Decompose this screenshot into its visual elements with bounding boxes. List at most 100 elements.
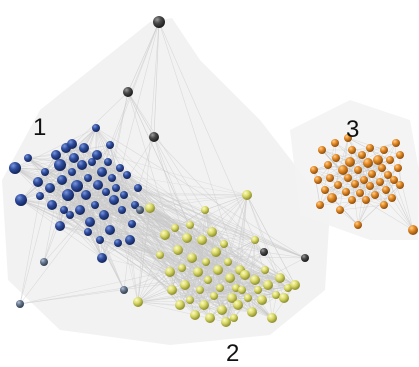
cluster-2-node: [210, 292, 218, 300]
edge: [171, 227, 176, 291]
edge: [126, 174, 223, 311]
edge: [87, 231, 188, 239]
cluster-1-node: [24, 154, 32, 162]
edge: [109, 21, 160, 146]
cluster-1-node: [112, 184, 120, 192]
edge: [14, 167, 191, 301]
edge: [126, 174, 241, 271]
edge: [37, 181, 188, 239]
edge: [158, 21, 253, 313]
cluster-2-node: [160, 230, 170, 240]
cluster-3-node: [373, 155, 383, 165]
cluster-3-node: [351, 180, 359, 188]
cluster-2-node: [238, 286, 246, 294]
edge: [137, 187, 306, 259]
cluster-3-node: [314, 176, 322, 184]
cluster-2-node: [196, 286, 204, 294]
edge: [20, 199, 191, 301]
cluster-2-node: [272, 291, 280, 299]
edge: [246, 194, 281, 279]
edge: [49, 187, 241, 271]
cluster-2-node: [230, 314, 238, 322]
cluster-label-3: 3: [346, 116, 360, 143]
cluster-2-node: [220, 240, 228, 248]
cluster-2-node: [145, 203, 155, 213]
edge: [20, 199, 233, 299]
bridge-node: [260, 248, 268, 256]
cluster-1-node: [99, 210, 109, 220]
cluster-1-node: [96, 236, 104, 244]
edge: [99, 239, 269, 286]
edge: [149, 207, 166, 236]
edge: [85, 194, 253, 313]
cluster-3-node: [326, 174, 334, 182]
edge: [179, 295, 215, 306]
cluster-3-node: [396, 151, 404, 159]
cluster-3-node: [376, 178, 384, 186]
cluster-2-node: [242, 190, 252, 200]
cluster-2-node: [224, 258, 232, 266]
cluster-1-node: [109, 195, 119, 205]
cluster-1-node: [77, 160, 87, 170]
cluster-3-node: [396, 181, 404, 189]
edge: [313, 167, 383, 171]
cluster-3-node: [338, 165, 348, 175]
cluster-3-node: [360, 176, 368, 184]
edge: [164, 234, 256, 241]
cluster-2-node: [250, 275, 260, 285]
cluster-3-node: [345, 157, 355, 167]
edge: [123, 239, 131, 291]
cluster-1-node: [102, 188, 110, 196]
cluster-1-node: [85, 217, 95, 227]
cluster-3-node: [356, 189, 364, 197]
edge: [20, 179, 63, 201]
edge: [349, 161, 359, 226]
edge: [324, 184, 401, 191]
cluster-1-node: [54, 159, 66, 171]
edge: [99, 239, 173, 291]
periphery-node: [40, 258, 48, 266]
edge: [20, 199, 171, 273]
cluster-2-node: [193, 267, 203, 277]
edge: [134, 204, 231, 279]
cluster-1-node: [41, 168, 49, 176]
edge: [51, 204, 249, 299]
cluster-1-node: [116, 164, 124, 172]
edge: [179, 304, 253, 313]
cluster-3-node: [342, 188, 350, 196]
edge: [197, 271, 249, 299]
edge: [55, 154, 235, 319]
edge: [87, 177, 125, 196]
edge: [179, 284, 296, 306]
periphery-node: [120, 286, 128, 294]
edge: [119, 167, 191, 301]
edge: [81, 164, 209, 281]
cluster-1-node: [15, 194, 27, 206]
cluster-2-node: [217, 305, 227, 315]
cluster-1-node: [123, 171, 131, 179]
edge: [95, 127, 103, 173]
cluster-3-node: [382, 186, 390, 194]
edge: [91, 161, 191, 301]
edge: [59, 225, 253, 313]
cluster-3-node: [310, 166, 318, 174]
edge: [103, 214, 273, 319]
edge: [14, 167, 191, 301]
edge: [131, 223, 166, 236]
cluster-2-node: [279, 293, 289, 303]
edge: [117, 242, 235, 319]
edge: [119, 167, 139, 303]
edge: [109, 144, 139, 303]
edge: [109, 144, 123, 211]
edge: [131, 223, 173, 291]
edge: [71, 171, 125, 291]
edge: [359, 174, 389, 194]
edge: [65, 147, 69, 196]
edge: [137, 224, 191, 303]
edge: [43, 171, 73, 263]
cluster-3-node: [358, 151, 366, 159]
edge: [139, 209, 179, 251]
edge: [63, 209, 269, 286]
edge: [51, 204, 103, 259]
